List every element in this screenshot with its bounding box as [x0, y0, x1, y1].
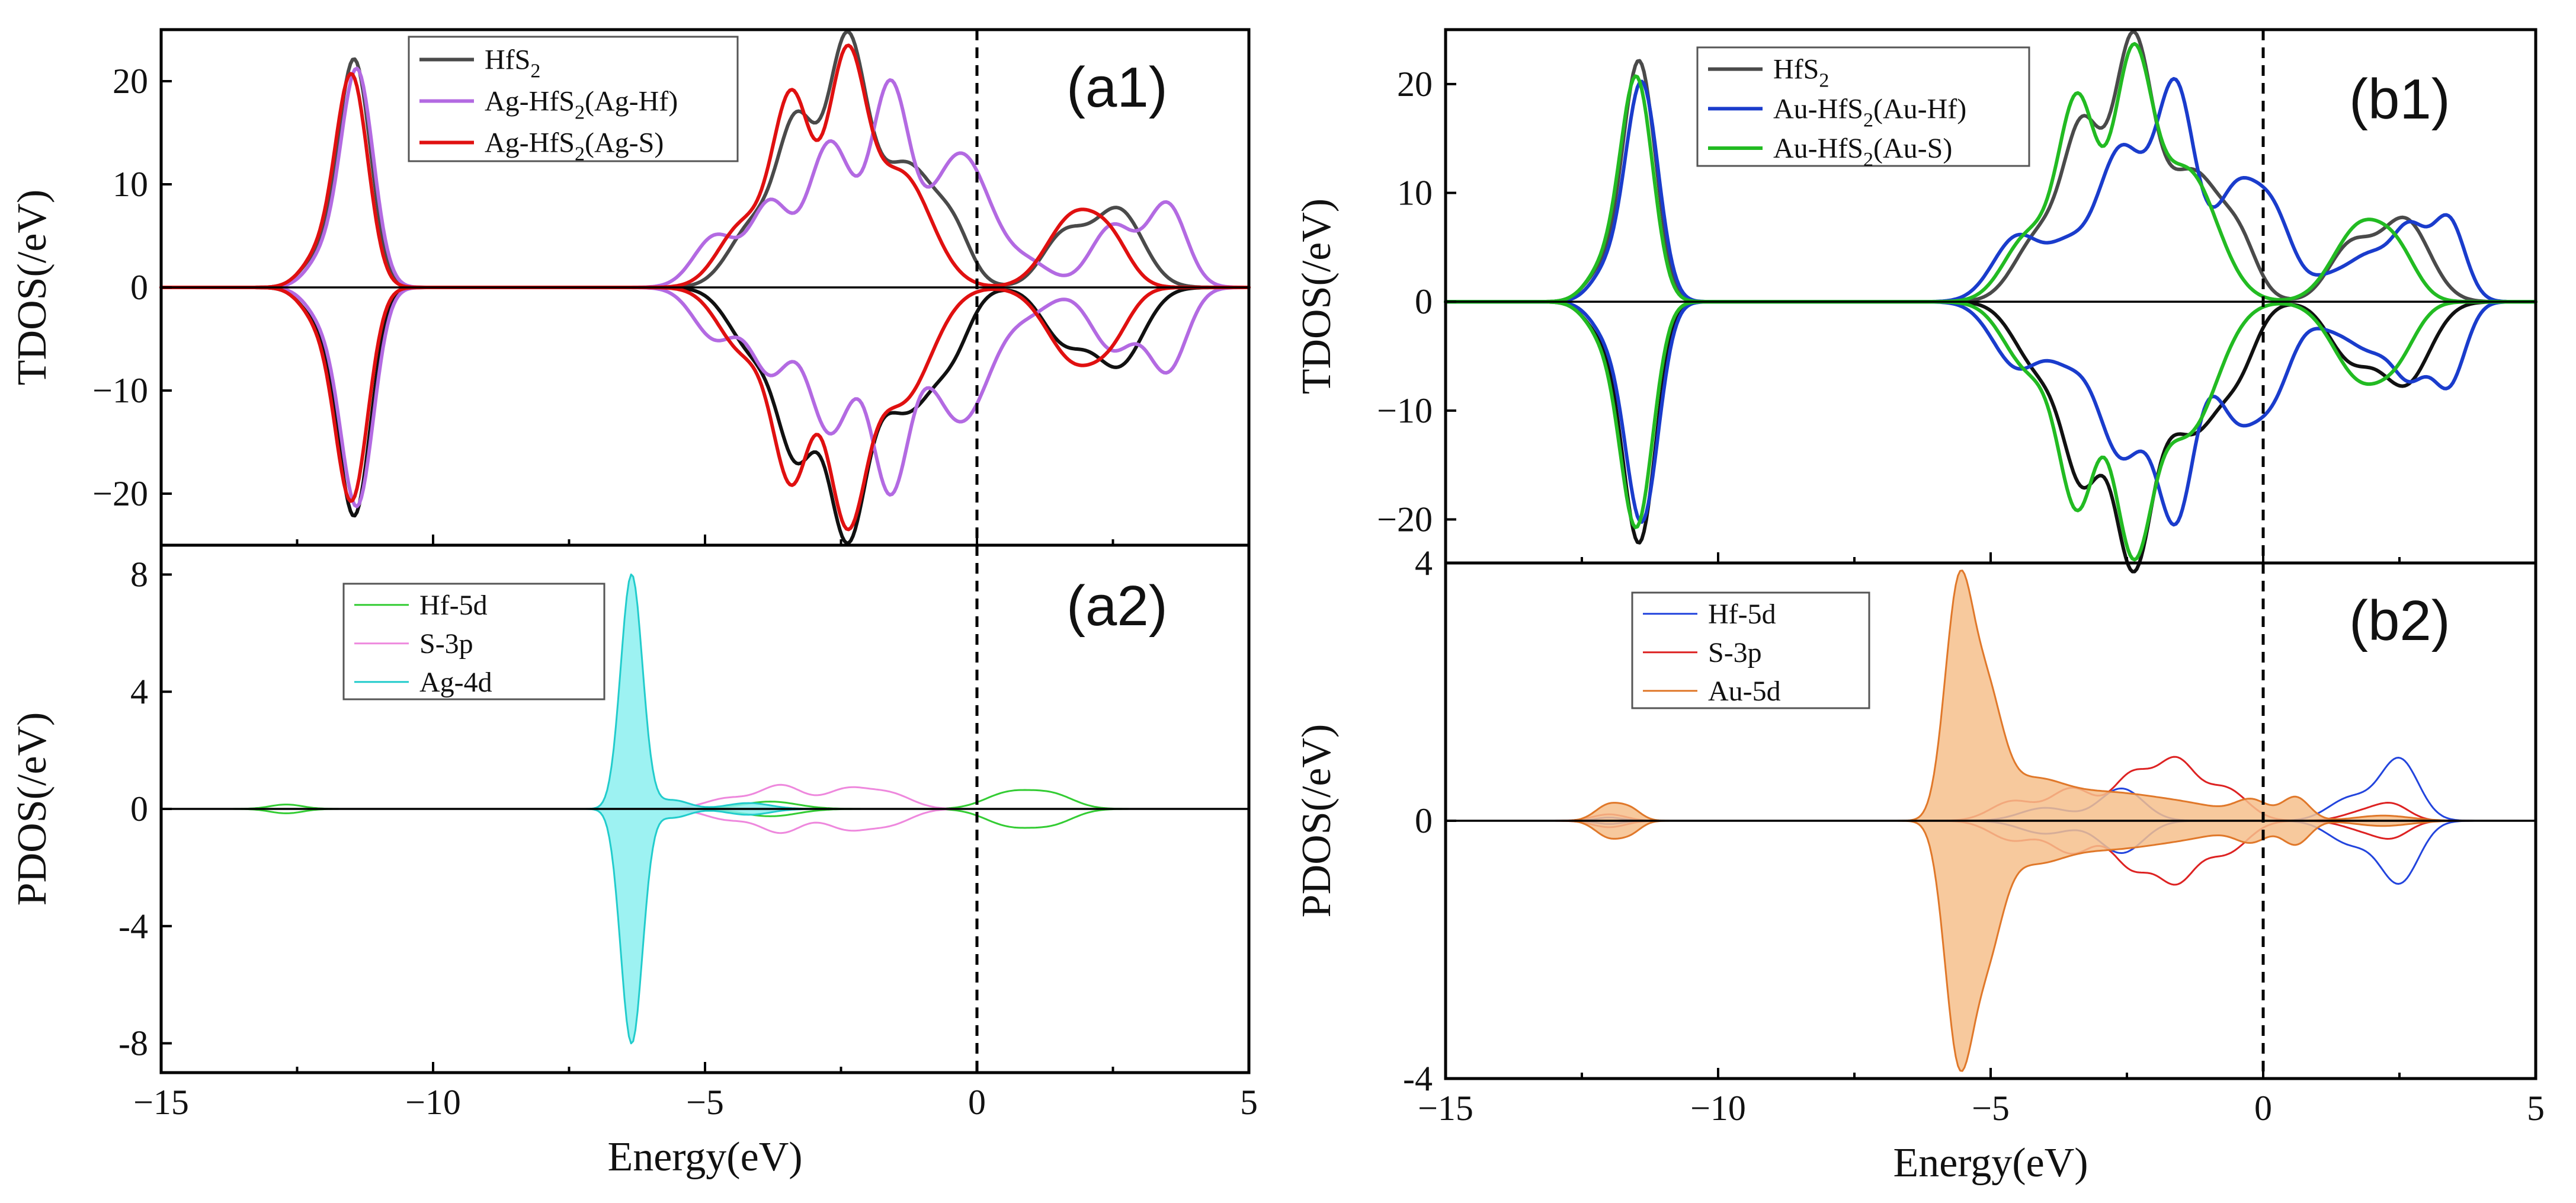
- b1-series-0-spin-down: [1444, 300, 2537, 574]
- a2-panel-label: (a2): [1066, 574, 1168, 638]
- b2-xlabel: Energy(eV): [1893, 1140, 2088, 1186]
- a2-series-2-spin-down: [160, 808, 1250, 1045]
- b1-legend-label-base: HfS: [1773, 54, 1819, 85]
- a1-legend-label-subscript: 2: [530, 60, 540, 82]
- a1-ytick-label: 0: [130, 268, 148, 307]
- b1-legend-label-subscript: 2: [1819, 70, 1829, 92]
- b1-legend-label-base: Au-HfS: [1773, 93, 1863, 124]
- b1-series-2-spin-down: [1444, 300, 2537, 562]
- b2-xtick-label: −5: [1972, 1089, 2010, 1128]
- a1-legend-label-subscript: 2: [575, 102, 585, 124]
- a1-series-2-spin-down: [159, 286, 1251, 532]
- b2-legend-label: Hf-5d: [1708, 599, 1776, 630]
- a2-xtick-label: −5: [686, 1083, 724, 1122]
- a1-ytick-label: 10: [113, 165, 148, 204]
- b1-legend-label: HfS2: [1773, 54, 1829, 92]
- a1-series-1-spin-down: [159, 286, 1251, 508]
- b1-panel-label: (b1): [2349, 68, 2450, 131]
- b1-ytick-label: −20: [1377, 500, 1433, 539]
- a1-series-0-spin-down: [159, 286, 1251, 545]
- a2-ytick-label: 8: [130, 555, 148, 594]
- b1-legend-box: [1696, 46, 2030, 167]
- b1-series-1-spin-down: [1444, 300, 2537, 527]
- a2-xlabel: Energy(eV): [607, 1134, 802, 1180]
- a2-ylabel: PDOS(/eV): [9, 712, 55, 906]
- a1-ytick-label: −10: [92, 371, 148, 410]
- a1-legend-label-base: HfS: [485, 44, 530, 76]
- a1-series-2-spin-up: [159, 43, 1251, 289]
- b1-ytick-label: −10: [1377, 391, 1433, 430]
- b2-legend-box: [1631, 591, 1870, 709]
- b2-series-2-spin-down: [1444, 820, 2537, 1072]
- b1-legend-label-subscript: 2: [1863, 109, 1873, 131]
- a2-ytick-label: -8: [118, 1024, 148, 1063]
- a2-ytick-label: 4: [130, 672, 148, 711]
- a1-legend-label: HfS2: [485, 44, 540, 82]
- a1-ytick-label: 20: [113, 62, 148, 101]
- a1-ytick-label: −20: [92, 474, 148, 513]
- a1-legend-label-tail: (Ag-S): [585, 127, 664, 159]
- b1-legend-label: Au-HfS2(Au-Hf): [1773, 93, 1966, 131]
- panel-a1-tdos: 20100−10−20TDOS(/eV)(a1)HfS2Ag-HfS2(Ag-H…: [9, 28, 1251, 547]
- b2-legend-label: Au-5d: [1708, 676, 1781, 707]
- a2-xtick-label: 0: [968, 1083, 986, 1122]
- b2-series-2-spin-up: [1444, 569, 2537, 822]
- a1-ylabel: TDOS(/eV): [9, 190, 55, 385]
- a2-xtick-label: −15: [133, 1083, 189, 1122]
- a2-ytick-label: -4: [118, 907, 148, 946]
- panel-b1-tdos: 20100−10−20TDOS(/eV)(b1)HfS2Au-HfS2(Au-H…: [1294, 28, 2537, 574]
- b2-xtick-label: −15: [1418, 1089, 1473, 1128]
- a1-series-1-spin-up: [159, 66, 1251, 289]
- b2-ylabel: PDOS(/eV): [1294, 724, 1340, 918]
- b1-series-1-spin-up: [1444, 76, 2537, 304]
- b1-legend-label-base: Au-HfS: [1773, 133, 1863, 164]
- b2-panel-label: (b2): [2349, 589, 2450, 652]
- a1-legend-label-base: Ag-HfS: [485, 86, 575, 117]
- b1-legend-label: Au-HfS2(Au-S): [1773, 133, 1952, 171]
- b2-xtick-label: 5: [2527, 1089, 2545, 1128]
- a1-legend-label-base: Ag-HfS: [485, 127, 575, 159]
- b1-legend-label-subscript: 2: [1863, 149, 1873, 171]
- a1-legend-label-tail: (Ag-Hf): [585, 86, 678, 117]
- b2-ytick-label: 0: [1415, 801, 1433, 840]
- b2-legend-label: S-3p: [1708, 637, 1762, 668]
- b1-ytick-label: 0: [1415, 282, 1433, 321]
- b1-ytick-label: 10: [1397, 174, 1433, 213]
- a1-legend-label: Ag-HfS2(Ag-Hf): [485, 86, 678, 124]
- b1-ytick-label: 20: [1397, 65, 1433, 104]
- panel-b2-pdos: 4 0 -4−15 −10 −5 0 5 Energy(eV) PDOS(/eV) (b2) Hf-…: [1294, 543, 2545, 1186]
- b1-ylabel: TDOS(/eV): [1294, 199, 1340, 394]
- b1-legend-label-tail: (Au-Hf): [1873, 93, 1966, 124]
- b2-ytick-label: 4: [1415, 543, 1433, 583]
- b1-legend-label-tail: (Au-S): [1873, 133, 1952, 164]
- b2-ytick-label: -4: [1403, 1059, 1433, 1098]
- a1-legend-box: [408, 36, 739, 162]
- a1-legend-label: Ag-HfS2(Ag-S): [485, 127, 664, 165]
- b2-xtick-label: 0: [2254, 1089, 2272, 1128]
- panel-a2-pdos: 8 4 0 -4 -8 −15 −10 −5 0 5 Energy(eV) PDOS(/eV) (a2)…: [9, 543, 1258, 1180]
- a2-legend: Hf-5d S-3p Ag-4d: [342, 583, 605, 700]
- a2-legend-label: S-3p: [419, 628, 473, 660]
- b2-legend: Hf-5d S-3p Au-5d: [1631, 591, 1870, 709]
- a2-ytick-label: 0: [130, 789, 148, 828]
- a2-xtick-label: 5: [1240, 1083, 1258, 1122]
- b2-xtick-label: −10: [1690, 1089, 1746, 1128]
- a2-xtick-label: −10: [405, 1083, 461, 1122]
- b1-series-2-spin-up: [1444, 41, 2537, 304]
- a2-legend-label: Hf-5d: [419, 590, 488, 621]
- a1-panel-label: (a1): [1066, 56, 1168, 119]
- a1-legend-label-subscript: 2: [575, 143, 585, 165]
- a2-legend-box: [342, 583, 605, 700]
- a2-legend-label: Ag-4d: [419, 667, 492, 698]
